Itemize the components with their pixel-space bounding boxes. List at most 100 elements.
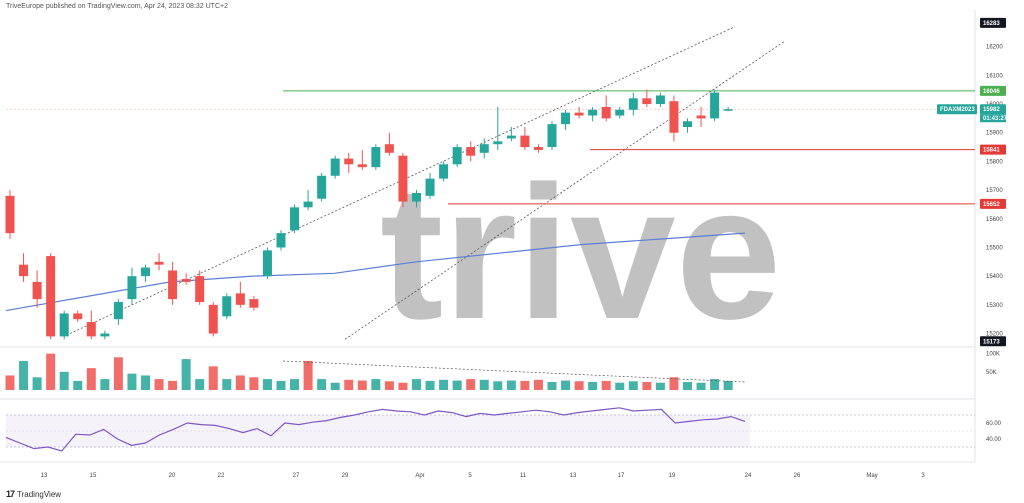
volume-bar (696, 382, 706, 390)
candle (547, 124, 557, 148)
candle (208, 304, 218, 334)
publish-attribution: TriveEurope published on TradingView.com… (6, 3, 228, 10)
x-tick-label: 11 (520, 473, 527, 479)
x-tick-label: 26 (794, 473, 801, 479)
volume-bar (73, 380, 83, 390)
candle (276, 233, 286, 248)
candle (330, 158, 340, 176)
volume-bar (222, 379, 232, 390)
x-tick-label: 19 (669, 473, 676, 479)
y-tick-label: 15700 (986, 188, 1003, 194)
tradingview-footer[interactable]: 17 TradingView (6, 489, 61, 499)
volume-bar (59, 371, 69, 390)
price-label-bg (980, 198, 1006, 209)
rsi-tick-label: 40.00 (986, 437, 1002, 443)
volume-bar (249, 377, 259, 390)
volume-bar (141, 375, 150, 390)
x-tick-label: 3 (921, 473, 925, 479)
y-tick-label: 15800 (986, 159, 1003, 165)
volume-bar (235, 375, 245, 390)
price-label-bg (980, 336, 1006, 347)
rsi-line (5, 407, 746, 452)
candle (357, 164, 367, 168)
candle (141, 267, 150, 277)
volume-bar (452, 380, 462, 390)
volume-bar (683, 382, 692, 390)
countdown-bg (980, 114, 1006, 123)
volume-bar (262, 379, 272, 390)
x-tick-label: 17 (618, 473, 625, 479)
candle (588, 109, 598, 116)
candle (317, 175, 327, 199)
volume-bar (19, 360, 29, 390)
volume-bar (290, 379, 300, 390)
price-label: 15652 (983, 202, 1000, 208)
volume-bar (46, 353, 56, 390)
candle (506, 135, 516, 139)
candle (452, 147, 462, 165)
candle (642, 98, 652, 105)
candle (168, 270, 178, 300)
volume-bar (100, 379, 110, 390)
candle (655, 95, 665, 105)
x-tick-label: 5 (468, 473, 472, 479)
volume-bar (710, 379, 720, 390)
candle (398, 155, 408, 202)
candle (5, 195, 15, 234)
price-label: 15982 (983, 107, 1000, 113)
volume-bar (642, 382, 652, 390)
volume-bar (723, 380, 733, 390)
volume-bar (466, 379, 476, 390)
volume-tick-label: 100K (986, 352, 1000, 358)
volume-bar (601, 380, 611, 390)
volume-tick-label: 50K (986, 370, 997, 376)
candle (384, 144, 394, 153)
x-tick-label: 20 (169, 473, 176, 479)
volume-bar (276, 380, 286, 390)
candle (154, 261, 164, 265)
y-tick-label: 16100 (986, 73, 1003, 79)
x-tick-label: Apr (415, 473, 424, 479)
volume-bar (574, 381, 584, 390)
symbol-tag-bg (937, 104, 977, 115)
candle (59, 313, 69, 337)
candle (561, 112, 571, 125)
candle (19, 264, 29, 277)
y-tick-label: 16200 (986, 45, 1003, 51)
candle (127, 276, 137, 300)
volume-bar (533, 379, 543, 390)
volume-bar (330, 382, 340, 390)
candle (303, 201, 313, 208)
volume-bar (506, 380, 516, 390)
candle (235, 293, 245, 305)
volume-bar (113, 357, 123, 390)
x-tick-label: 13 (570, 473, 577, 479)
price-label-bg (980, 17, 1006, 28)
volume-bar (168, 380, 178, 390)
candle (86, 322, 96, 337)
volume-bar (669, 377, 679, 390)
x-tick-label: 27 (293, 473, 300, 479)
volume-bar (628, 381, 638, 390)
candle (181, 279, 191, 282)
candle (723, 109, 733, 111)
volume-bar (588, 382, 598, 390)
volume-trend-line (282, 360, 746, 383)
volume-bar (181, 359, 191, 390)
candle (249, 299, 259, 308)
candle (683, 121, 692, 127)
x-tick-label: 24 (745, 473, 752, 479)
candle (32, 281, 42, 300)
candle (696, 115, 706, 119)
candle (479, 144, 489, 153)
volume-bar (493, 381, 503, 390)
candle (439, 164, 449, 179)
candle (195, 276, 205, 302)
volume-bar (357, 380, 367, 390)
volume-bar (208, 366, 218, 390)
x-tick-label: 13 (41, 473, 48, 479)
volume-bar (384, 381, 394, 390)
candle (615, 109, 625, 116)
candle (73, 313, 83, 320)
